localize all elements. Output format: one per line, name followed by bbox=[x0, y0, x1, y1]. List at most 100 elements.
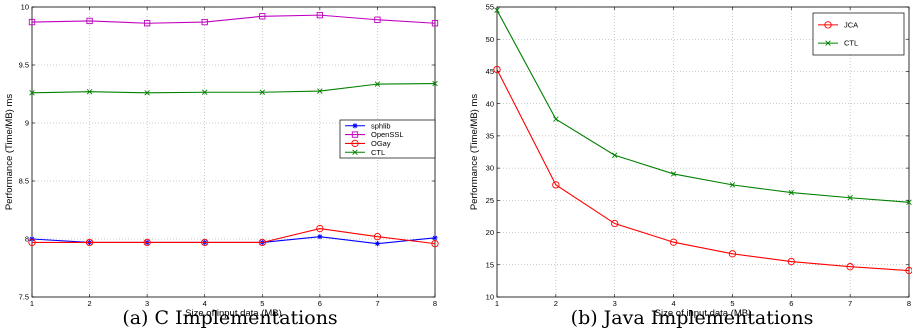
data-point bbox=[28, 18, 36, 26]
data-point bbox=[316, 11, 324, 19]
x-tick-label: 7 bbox=[848, 299, 852, 308]
data-point bbox=[259, 13, 266, 20]
y-tick-label: 25 bbox=[486, 196, 494, 205]
data-point bbox=[728, 250, 737, 258]
data-point bbox=[374, 81, 381, 87]
data-point bbox=[669, 238, 678, 246]
data-point bbox=[317, 234, 323, 240]
series-line bbox=[31, 14, 436, 24]
data-point bbox=[201, 89, 208, 95]
chart-panel-c: 1 2 3 4 5 6 7 8 7.5 8 8.5 9 9.5 10 Size of input data … bbox=[4, 3, 439, 329]
data-point bbox=[847, 195, 853, 201]
data-point bbox=[259, 89, 266, 95]
data-point bbox=[85, 238, 94, 247]
series-line bbox=[496, 69, 910, 272]
data-point bbox=[553, 116, 559, 122]
data-point bbox=[28, 238, 36, 247]
x-axis-label: Size of input data (MB) bbox=[655, 308, 752, 319]
data-point bbox=[493, 65, 501, 74]
legend-label: CTL bbox=[371, 148, 385, 157]
data-point bbox=[201, 18, 208, 26]
data-point bbox=[373, 233, 382, 241]
x-tick-label: 5 bbox=[730, 299, 734, 308]
legend: JCA CTL bbox=[812, 12, 905, 56]
x-tick-label: 7 bbox=[375, 299, 379, 308]
data-point bbox=[86, 88, 93, 95]
y-tick-label: 7.5 bbox=[19, 293, 29, 302]
series-line bbox=[31, 83, 436, 94]
y-tick-label: 10 bbox=[486, 293, 494, 302]
legend-marker bbox=[824, 21, 832, 29]
data-point bbox=[611, 152, 618, 158]
data-point bbox=[143, 20, 151, 27]
x-tick-label: 5 bbox=[260, 299, 264, 308]
x-tick-label: 8 bbox=[433, 299, 437, 308]
x-axis-label: Size of input data (MB) bbox=[185, 308, 282, 319]
legend-box bbox=[812, 12, 905, 56]
y-tick-label: 8 bbox=[25, 235, 29, 244]
legend-marker bbox=[825, 40, 831, 46]
data-point bbox=[906, 199, 912, 205]
data-point bbox=[374, 241, 381, 247]
data-point bbox=[432, 80, 438, 87]
data-point bbox=[374, 16, 381, 23]
series-openssl bbox=[28, 11, 439, 27]
figure-caption: (a) C Implementations bbox=[122, 307, 337, 329]
plot-frame bbox=[496, 6, 910, 298]
legend-label: CTL bbox=[844, 39, 858, 48]
x-tick-label: 6 bbox=[318, 299, 322, 308]
data-point bbox=[316, 224, 324, 233]
x-tick-label: 4 bbox=[671, 299, 675, 308]
x-tick-label: 1 bbox=[30, 299, 34, 308]
x-tick-label: 1 bbox=[495, 299, 499, 308]
legend-label: OGay bbox=[371, 139, 391, 148]
data-point bbox=[787, 257, 795, 266]
series-jca bbox=[493, 65, 912, 275]
x-tick-label: 8 bbox=[907, 299, 911, 308]
y-tick-label: 30 bbox=[486, 164, 494, 173]
series-ogay bbox=[28, 224, 439, 248]
y-tick-label: 20 bbox=[486, 228, 494, 237]
x-tick-label: 2 bbox=[87, 299, 91, 308]
legend-marker bbox=[351, 139, 359, 148]
x-tick-label: 2 bbox=[554, 299, 558, 308]
y-tick-label: 8.5 bbox=[19, 177, 29, 186]
y-axis-label: Performance (Time/MB) ms bbox=[469, 94, 480, 211]
data-point bbox=[86, 17, 93, 25]
y-tick-label: 9 bbox=[25, 119, 29, 128]
series-ctl bbox=[494, 7, 912, 205]
y-tick-label: 55 bbox=[486, 3, 494, 12]
series-line bbox=[32, 228, 436, 245]
data-point bbox=[788, 189, 795, 196]
data-point bbox=[846, 263, 854, 271]
data-point bbox=[611, 219, 619, 228]
legend-marker bbox=[351, 131, 359, 138]
x-tick-label: 6 bbox=[789, 299, 793, 308]
data-point bbox=[432, 235, 438, 241]
data-point bbox=[258, 238, 266, 247]
y-tick-label: 9.5 bbox=[19, 61, 29, 70]
legend-label: OpenSSL bbox=[371, 130, 404, 139]
x-tick-label: 3 bbox=[613, 299, 617, 308]
y-tick-label: 45 bbox=[486, 67, 494, 76]
data-point bbox=[143, 238, 151, 247]
legend-label: sphlib bbox=[371, 121, 391, 130]
data-point bbox=[317, 88, 323, 94]
y-tick-label: 10 bbox=[21, 3, 29, 12]
data-point bbox=[729, 182, 736, 188]
data-point bbox=[494, 7, 500, 13]
data-point bbox=[144, 90, 150, 96]
series-line bbox=[496, 9, 910, 203]
data-point bbox=[552, 181, 560, 189]
y-tick-label: 15 bbox=[486, 260, 494, 269]
data-point bbox=[905, 266, 912, 275]
y-tick-label: 50 bbox=[486, 35, 494, 44]
y-axis-label: Performance (Time/MB) ms bbox=[4, 94, 15, 211]
data-point bbox=[670, 171, 677, 177]
data-point bbox=[431, 20, 439, 27]
x-tick-label: 4 bbox=[203, 299, 207, 308]
legend-marker bbox=[352, 123, 358, 129]
